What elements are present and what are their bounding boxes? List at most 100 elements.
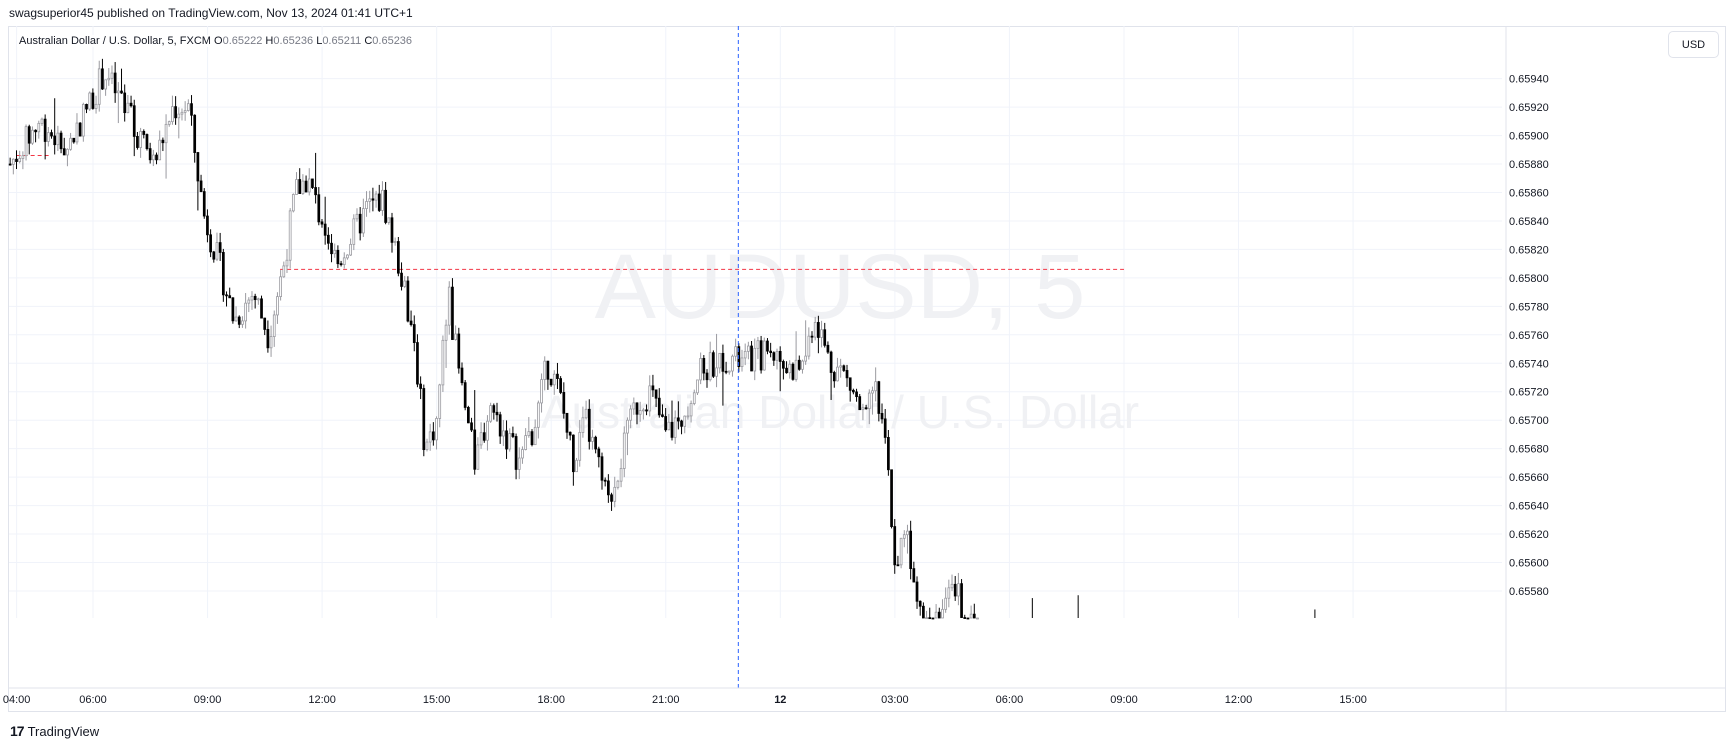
candle-body	[584, 408, 588, 419]
time-tick-label: 15:00	[1339, 694, 1367, 706]
candle-body	[298, 179, 302, 194]
candle-body	[253, 295, 257, 301]
candle-body	[505, 430, 508, 450]
candle-body	[600, 456, 604, 481]
candle-body	[651, 385, 655, 391]
candle-body	[381, 189, 384, 211]
candle-body	[454, 333, 457, 340]
candle-body	[877, 381, 881, 414]
candle-body	[212, 251, 216, 260]
candle-body	[654, 389, 658, 399]
time-tick-label: 06:00	[79, 694, 107, 706]
candle-body	[104, 79, 107, 90]
symbol-name[interactable]: Australian Dollar / U.S. Dollar, 5, FXCM	[19, 35, 211, 47]
candle-body	[384, 189, 387, 223]
candle-body	[957, 583, 960, 597]
candle-body	[46, 132, 50, 142]
candle-body	[279, 276, 282, 297]
open-label: O	[214, 35, 223, 47]
candle-body	[572, 434, 575, 473]
candle-body	[559, 378, 562, 393]
candle-body	[237, 316, 241, 325]
candles	[8, 58, 1316, 620]
time-tick-label: 04:00	[3, 694, 31, 706]
currency-button[interactable]: USD	[1668, 31, 1719, 58]
candle-body	[797, 359, 801, 370]
candle-body	[215, 242, 219, 260]
price-tick-label: 0.65660	[1509, 472, 1549, 484]
candle-body	[966, 617, 970, 620]
candle-body	[616, 480, 620, 488]
candle-body	[209, 234, 212, 253]
candle-body	[473, 429, 477, 470]
candle-body	[346, 254, 349, 259]
candle-body	[161, 139, 165, 144]
candle-body	[963, 617, 967, 619]
candle-body	[890, 469, 893, 527]
tradingview-brand[interactable]: 17 TradingView	[10, 723, 99, 739]
candle-body	[931, 617, 935, 620]
candle-body	[721, 352, 725, 372]
candle-body	[578, 432, 582, 461]
time-tick-label: 09:00	[194, 694, 222, 706]
candle-body	[27, 126, 31, 144]
candle-body	[94, 103, 98, 109]
candle-body	[339, 263, 343, 266]
candle-body	[97, 68, 101, 105]
candle-body	[794, 359, 798, 380]
candle-body	[451, 286, 454, 340]
candle-body	[403, 280, 407, 287]
candle-body	[871, 390, 874, 394]
candle-body	[782, 361, 785, 369]
price-tick-label: 0.65640	[1509, 501, 1549, 513]
candle-body	[562, 392, 566, 414]
candle-body	[151, 154, 155, 161]
candle-body	[177, 113, 181, 119]
candle-body	[56, 132, 60, 146]
chart-frame	[8, 26, 1726, 712]
candle-body	[839, 365, 843, 368]
candle-body	[241, 320, 244, 325]
time-tick-label: 06:00	[996, 694, 1024, 706]
candle-body	[549, 378, 553, 386]
candle-body	[333, 249, 337, 255]
candle-body	[263, 317, 267, 330]
candle-body	[750, 345, 753, 372]
candle-body	[463, 382, 467, 408]
candle-body	[11, 158, 15, 165]
candle-body	[622, 432, 626, 469]
price-tick-label: 0.65760	[1509, 330, 1549, 342]
candle-body	[918, 600, 922, 607]
candle-body	[107, 77, 111, 81]
candle-body	[393, 241, 397, 243]
candle-body	[899, 537, 903, 566]
candle-body	[120, 90, 123, 94]
candle-body	[673, 417, 677, 438]
candle-body	[708, 352, 712, 381]
candle-body	[234, 316, 238, 322]
candle-body	[40, 118, 44, 124]
brand-label: TradingView	[27, 723, 100, 739]
symbol-legend[interactable]: Australian Dollar / U.S. Dollar, 5, FXCM…	[17, 35, 415, 47]
time-tick-label: 12:00	[308, 694, 336, 706]
candle-body	[323, 223, 327, 236]
candle-body	[428, 431, 432, 443]
price-tick-label: 0.65700	[1509, 415, 1549, 427]
candle-body	[820, 329, 823, 338]
candle-body	[352, 218, 356, 245]
price-tick-label: 0.65820	[1509, 244, 1549, 256]
candle-body	[880, 413, 884, 420]
candle-body	[225, 294, 228, 297]
candle-body	[59, 132, 63, 150]
candle-body	[358, 213, 362, 234]
candle-body	[467, 407, 470, 424]
candle-body	[947, 587, 951, 599]
candle-body	[778, 351, 782, 362]
candle-body	[269, 336, 273, 349]
candle-body	[680, 420, 683, 427]
candle-body	[148, 148, 152, 161]
published-by-text: swagsuperior45 published on TradingView.…	[9, 6, 413, 20]
candle-body	[683, 415, 687, 427]
candle-body	[69, 137, 72, 150]
